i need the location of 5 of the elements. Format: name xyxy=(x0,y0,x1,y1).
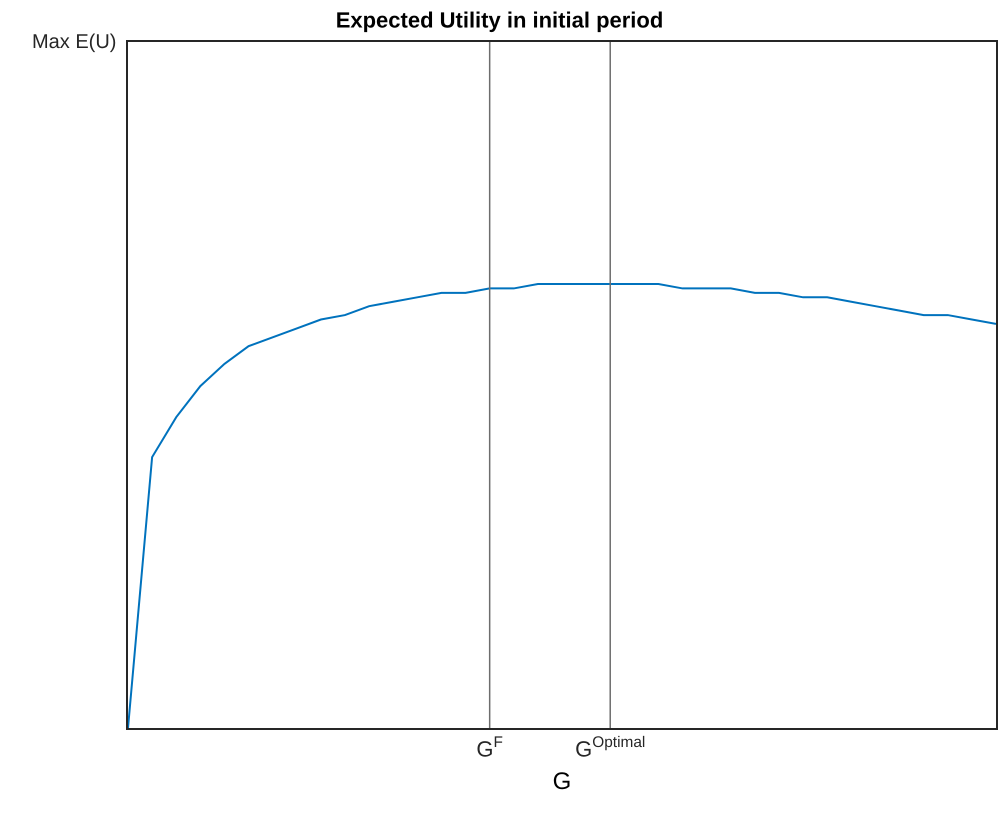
x-tick-label: G$^{Optimal}$ xyxy=(575,734,646,762)
text: Max E(U) xyxy=(32,31,116,53)
x-axis-title: G xyxy=(552,768,572,796)
x-tick-label: G$^{F}$ xyxy=(476,734,503,762)
chart-title: Expected Utility in initial period xyxy=(336,8,664,33)
